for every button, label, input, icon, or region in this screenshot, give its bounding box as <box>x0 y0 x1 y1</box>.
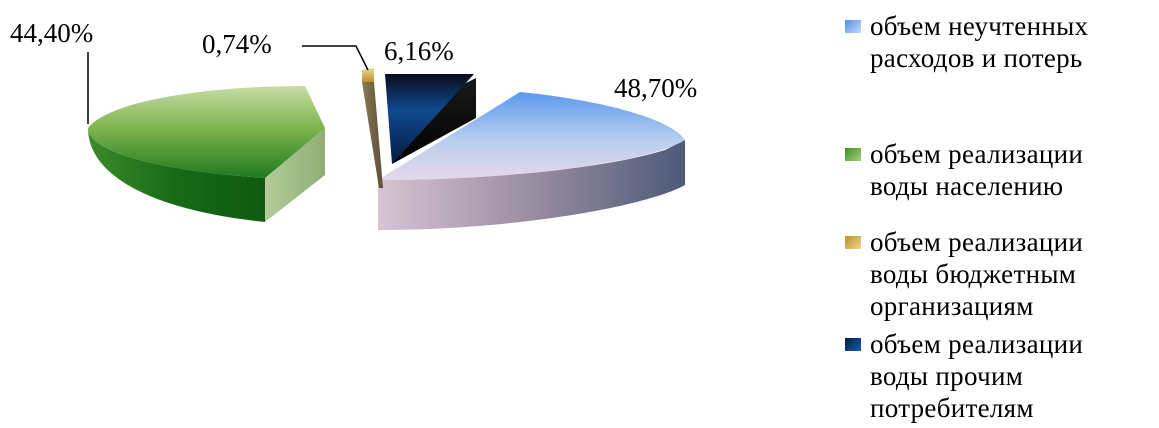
legend-label-budget: объем реализации воды бюджетным организа… <box>870 227 1084 321</box>
pie-slice-unaccounted-top <box>378 92 685 180</box>
pie-slice-other <box>385 74 476 164</box>
pie-slice-population-side <box>88 128 265 222</box>
leader-line-budget <box>302 45 369 71</box>
pie-slice-population <box>88 86 325 222</box>
legend-swatch-unaccounted <box>845 20 861 33</box>
data-label-population: 44,40% <box>10 18 93 48</box>
pie-slice-population-cut <box>265 128 325 222</box>
pie-slice-unaccounted-side <box>378 140 685 230</box>
pie-slice-unaccounted <box>378 92 685 230</box>
legend-label-other: объем реализации воды прочим потребителя… <box>870 329 1084 423</box>
pie-slice-population-top <box>88 86 325 178</box>
pie-slice-budget <box>362 68 383 188</box>
pie-slice-other-side <box>392 78 476 164</box>
data-label-budget: 0,74% <box>202 29 272 59</box>
pie-slice-budget-top <box>362 68 374 82</box>
legend-label-population: объем реализации воды населению <box>870 139 1084 201</box>
data-label-other: 6,16% <box>384 36 454 66</box>
pie-slice-budget-side <box>362 82 383 188</box>
pie-slice-other-top <box>385 74 474 164</box>
legend-swatch-other <box>845 338 861 351</box>
data-label-unaccounted: 48,70% <box>614 73 697 103</box>
legend-swatch-population <box>845 148 861 161</box>
legend-swatch-budget <box>845 236 861 249</box>
legend-label-unaccounted: объем неучтенных расходов и потерь <box>870 11 1089 73</box>
